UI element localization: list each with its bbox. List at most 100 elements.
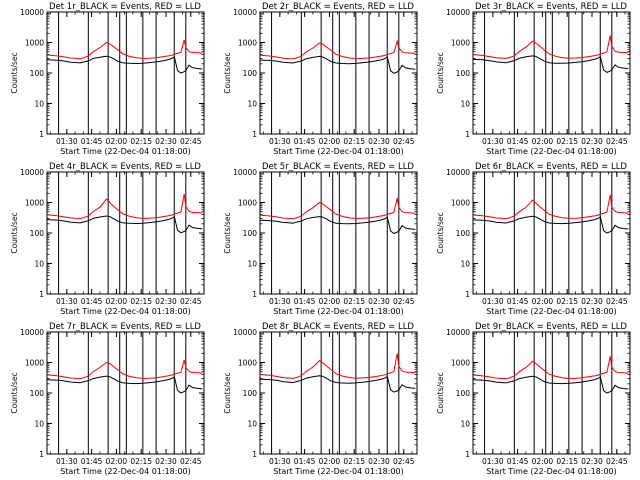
- x-tick-label: 01:30: [56, 297, 78, 306]
- chart-panel-8: Det 8r_BLACK = Events, RED = LLD 1 10 100 10…: [223, 322, 418, 476]
- x-tick-label: 02:15: [556, 457, 578, 466]
- y-tick-label: 1000: [451, 39, 470, 48]
- y-tick-label: 10000: [446, 168, 470, 177]
- chart-title: Det 2r_BLACK = Events, RED = LLD: [262, 2, 414, 12]
- chart-title: Det 3r_BLACK = Events, RED = LLD: [475, 2, 627, 12]
- series-line-events: [472, 375, 629, 394]
- y-tick-label: 10: [34, 100, 44, 109]
- x-tick-label: 01:45: [81, 457, 103, 466]
- series-line-lld: [46, 359, 203, 380]
- x-tick-label: 02:45: [180, 297, 202, 306]
- y-tick-label: 100: [30, 69, 45, 78]
- x-tick-label: 01:30: [269, 297, 291, 306]
- x-tick-label: 02:30: [155, 297, 177, 306]
- x-tick-label: 01:45: [294, 137, 316, 146]
- series-line-events: [259, 216, 416, 235]
- x-axis-label: Start Time (22-Dec-04 01:18:00): [486, 467, 617, 476]
- x-axis-label: Start Time (22-Dec-04 01:18:00): [273, 147, 404, 156]
- y-tick-label: 10: [247, 100, 257, 109]
- chart-panel-3: Det 3r_BLACK = Events, RED = LLD 1 10 100 10…: [436, 2, 631, 156]
- x-axis-label: Start Time (22-Dec-04 01:18:00): [486, 307, 617, 316]
- series-line-events: [259, 55, 416, 74]
- x-tick-label: 02:15: [130, 297, 152, 306]
- x-tick-label: 02:45: [393, 297, 415, 306]
- x-axis-label: Start Time (22-Dec-04 01:18:00): [273, 307, 404, 316]
- series-line-lld: [472, 194, 629, 220]
- x-tick-label: 02:15: [343, 457, 365, 466]
- y-tick-label: 1: [39, 450, 44, 459]
- x-tick-label: 02:45: [393, 457, 415, 466]
- series-line-events: [259, 375, 416, 393]
- y-tick-label: 100: [456, 229, 471, 238]
- chart-panel-6: Det 6r_BLACK = Events, RED = LLD 1 10 100 10…: [436, 162, 631, 316]
- x-tick-label: 02:15: [130, 137, 152, 146]
- x-tick-label: 02:30: [155, 137, 177, 146]
- series-line-events: [46, 55, 203, 74]
- y-tick-label: 1000: [238, 199, 257, 208]
- y-tick-label: 1000: [451, 199, 470, 208]
- y-tick-label: 1: [465, 290, 470, 299]
- y-axis-label: Counts/sec: [10, 212, 19, 253]
- series-line-events: [46, 215, 203, 234]
- chart-title: Det 8r_BLACK = Events, RED = LLD: [262, 322, 414, 332]
- x-tick-label: 02:30: [368, 457, 390, 466]
- y-tick-label: 10: [247, 420, 257, 429]
- y-tick-label: 10000: [233, 8, 257, 17]
- y-tick-label: 1: [39, 130, 44, 139]
- y-tick-label: 1000: [238, 39, 257, 48]
- x-tick-label: 02:00: [319, 137, 341, 146]
- x-axis-label: Start Time (22-Dec-04 01:18:00): [60, 147, 191, 156]
- x-tick-label: 02:15: [343, 137, 365, 146]
- series-line-lld: [259, 39, 416, 60]
- y-axis-label: Counts/sec: [436, 212, 445, 253]
- y-tick-label: 100: [243, 229, 258, 238]
- y-tick-label: 1: [465, 450, 470, 459]
- x-tick-label: 02:45: [393, 137, 415, 146]
- y-tick-label: 10000: [446, 8, 470, 17]
- y-tick-label: 1000: [238, 359, 257, 368]
- chart-title: Det 9r_BLACK = Events, RED = LLD: [475, 322, 627, 332]
- y-tick-label: 100: [456, 69, 471, 78]
- y-tick-label: 10000: [233, 328, 257, 337]
- y-tick-label: 1: [252, 130, 257, 139]
- y-tick-label: 10000: [20, 168, 44, 177]
- series-line-lld: [46, 193, 203, 220]
- y-tick-label: 10: [460, 100, 470, 109]
- y-tick-label: 10: [460, 420, 470, 429]
- y-axis-label: Counts/sec: [223, 52, 232, 93]
- y-tick-label: 10: [34, 420, 44, 429]
- x-tick-label: 01:45: [81, 297, 103, 306]
- x-tick-label: 02:45: [606, 137, 628, 146]
- y-tick-label: 1000: [25, 359, 44, 368]
- series-line-events: [472, 215, 629, 234]
- y-tick-label: 1: [465, 130, 470, 139]
- chart-panel-5: Det 5r_BLACK = Events, RED = LLD 1 10 100 10…: [223, 162, 418, 316]
- x-tick-label: 02:00: [532, 137, 554, 146]
- y-tick-label: 10000: [20, 8, 44, 17]
- x-tick-label: 01:45: [507, 457, 529, 466]
- series-line-events: [472, 55, 629, 73]
- x-tick-label: 02:30: [581, 297, 603, 306]
- x-tick-label: 01:45: [507, 137, 529, 146]
- y-axis-label: Counts/sec: [436, 52, 445, 93]
- x-axis-label: Start Time (22-Dec-04 01:18:00): [60, 467, 191, 476]
- chart-panel-4: Det 4r_BLACK = Events, RED = LLD 1 10 100 10…: [10, 162, 205, 316]
- y-tick-label: 10000: [446, 328, 470, 337]
- x-tick-label: 01:45: [294, 457, 316, 466]
- x-tick-label: 02:45: [606, 457, 628, 466]
- y-tick-label: 1: [252, 290, 257, 299]
- x-tick-label: 02:30: [368, 297, 390, 306]
- x-tick-label: 02:30: [581, 457, 603, 466]
- x-tick-label: 01:30: [269, 457, 291, 466]
- series-line-lld: [46, 39, 203, 60]
- y-tick-label: 100: [30, 229, 45, 238]
- x-tick-label: 01:30: [269, 137, 291, 146]
- x-axis-label: Start Time (22-Dec-04 01:18:00): [486, 147, 617, 156]
- x-tick-label: 01:45: [294, 297, 316, 306]
- x-tick-label: 02:15: [130, 457, 152, 466]
- chart-panel-2: Det 2r_BLACK = Events, RED = LLD 1 10 100 10…: [223, 2, 418, 156]
- x-tick-label: 02:00: [532, 297, 554, 306]
- x-axis-label: Start Time (22-Dec-04 01:18:00): [60, 307, 191, 316]
